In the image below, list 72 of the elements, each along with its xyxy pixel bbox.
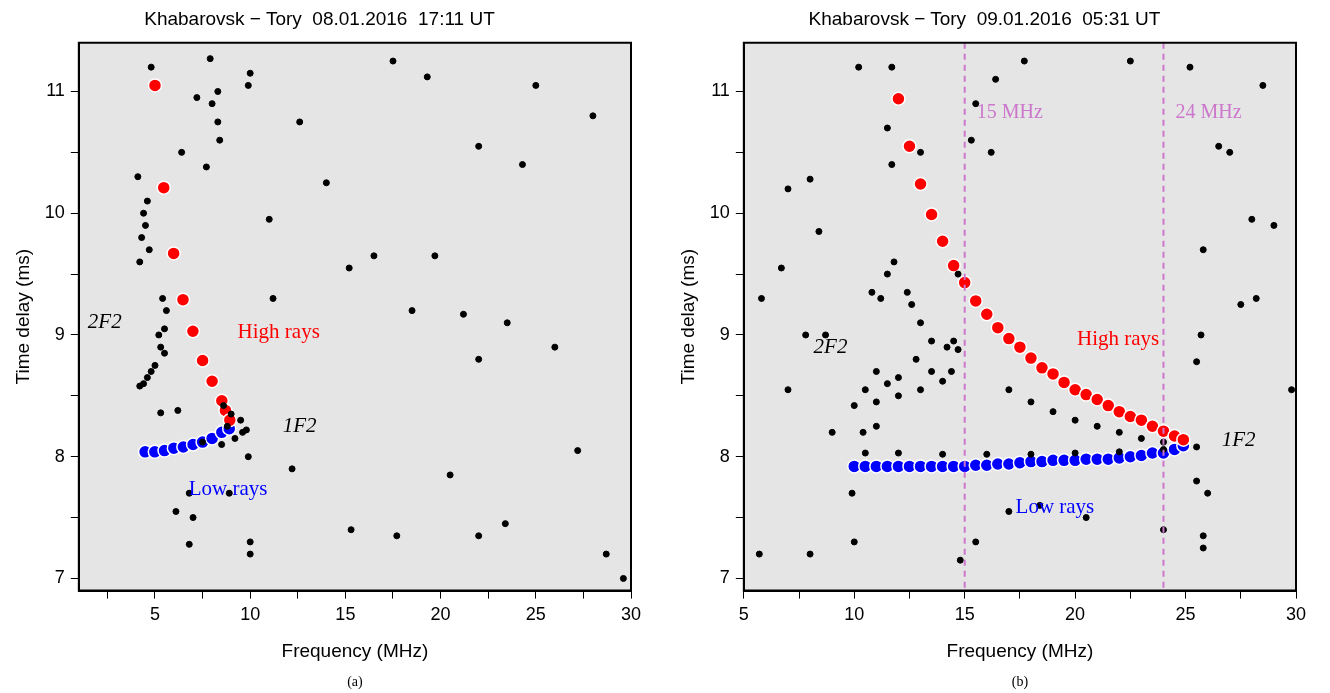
point	[1145, 419, 1160, 434]
point	[946, 258, 961, 273]
x-tick-label: 25	[525, 604, 546, 625]
ref-line-label: 15 MHz	[976, 100, 1043, 123]
y-tick-label: 8	[54, 445, 65, 466]
series-label: High rays	[1077, 326, 1160, 351]
series-label: Low rays	[1015, 494, 1095, 519]
ref-line-label: 24 MHz	[1175, 100, 1242, 123]
point	[204, 431, 220, 446]
point	[1101, 398, 1116, 413]
y-tick-label: 10	[709, 202, 730, 223]
y-tick-label: 7	[719, 567, 730, 588]
y-axis-title: Time delay (ms)	[676, 248, 698, 385]
y-tick-label: 10	[44, 202, 65, 223]
text: (a)	[347, 673, 364, 690]
y-tick-label: 9	[719, 323, 730, 344]
point	[1089, 392, 1105, 407]
x-tick-label: 5	[149, 604, 160, 625]
point	[1067, 382, 1083, 397]
x-tick-label: 10	[844, 604, 865, 625]
y-tick-label: 11	[711, 80, 730, 101]
point	[1078, 387, 1094, 402]
x-tick-label: 15	[954, 604, 975, 625]
point	[902, 139, 917, 154]
y-tick-label: 7	[54, 567, 65, 588]
point	[195, 353, 210, 368]
text: (b)	[1011, 673, 1029, 690]
point	[935, 233, 950, 249]
point	[1045, 366, 1061, 382]
x-axis-title: Frequency (MHz)	[281, 639, 429, 661]
series-label: High rays	[237, 319, 320, 344]
annotation: 1F2	[1221, 427, 1256, 452]
point	[156, 180, 171, 195]
x-tick-label: 20	[1065, 604, 1086, 625]
point	[1176, 432, 1191, 447]
annotation: 2F2	[813, 334, 848, 359]
point	[175, 292, 191, 307]
x-tick-label: 30	[620, 604, 642, 625]
x-tick-label: 20	[430, 604, 451, 625]
point	[185, 324, 201, 339]
point	[147, 78, 163, 93]
point	[913, 176, 928, 192]
point	[990, 320, 1006, 335]
point	[1012, 339, 1028, 355]
point	[1056, 375, 1072, 390]
x-tick-label: 5	[738, 604, 749, 625]
x-tick-label: 30	[1285, 604, 1307, 625]
point	[1112, 404, 1127, 419]
point	[204, 373, 220, 389]
annotation: 2F2	[87, 308, 123, 333]
chart-title: Khabarovsk − Tory 08.01.2016 17:11 UT	[144, 7, 496, 29]
point	[968, 293, 983, 309]
x-axis-title: Frequency (MHz)	[946, 639, 1094, 661]
y-tick-label: 8	[719, 445, 730, 466]
x-tick-label: 10	[240, 604, 261, 625]
chart-title: Khabarovsk − Tory 09.01.2016 05:31 UT	[808, 7, 1161, 29]
y-axis-title: Time delay (ms)	[11, 248, 33, 385]
x-tick-label: 25	[1175, 604, 1196, 625]
point	[979, 307, 995, 322]
series-label: Low rays	[188, 476, 268, 501]
point	[1123, 409, 1138, 424]
point	[1023, 350, 1039, 366]
point	[1034, 360, 1050, 376]
point	[166, 246, 181, 261]
point	[1001, 331, 1017, 346]
point	[891, 91, 906, 107]
y-tick-label: 11	[46, 80, 65, 101]
y-tick-label: 9	[54, 323, 65, 344]
point	[924, 207, 939, 222]
x-tick-label: 15	[335, 604, 356, 625]
point	[1134, 412, 1149, 428]
annotation: 1F2	[282, 412, 318, 437]
